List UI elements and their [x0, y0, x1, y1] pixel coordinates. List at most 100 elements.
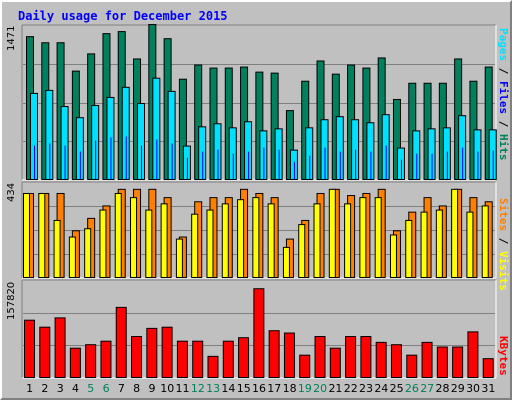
kbytes-bar [222, 340, 234, 379]
pages-bar [305, 127, 314, 180]
visits-bar [237, 199, 245, 278]
kbytes-legend: KBytes [497, 336, 510, 376]
visits-bar [389, 234, 397, 278]
kbytes-bar [375, 341, 387, 378]
day-label: 3 [57, 382, 64, 395]
kbytes-bar [253, 288, 265, 378]
day-label: 27 [420, 382, 434, 395]
visits-bar [420, 211, 428, 278]
kbytes-bar [268, 330, 280, 378]
kbytes-bar [238, 337, 250, 379]
visits-bar [374, 197, 382, 278]
kbytes-bar [192, 340, 204, 379]
visits-bar [130, 197, 138, 278]
visits-legend-part: Visits [497, 251, 510, 291]
kbytes-bar [452, 346, 464, 378]
day-label: 21 [328, 382, 342, 395]
visits-bar [282, 246, 290, 279]
day-label: 30 [466, 382, 480, 395]
day-label: 10 [160, 382, 174, 395]
day-label: 28 [435, 382, 449, 395]
visits-bar [175, 238, 183, 278]
visits-bar [481, 205, 489, 278]
visits-bar [298, 224, 306, 278]
day-label: 26 [405, 382, 419, 395]
hits-legend-part: / [497, 61, 510, 81]
day-label: 4 [72, 382, 79, 395]
kbytes-bar [146, 327, 158, 379]
visits-bar [451, 188, 459, 279]
kbytes-bar [345, 336, 357, 379]
pages-bar [121, 86, 130, 180]
hits-legend-part: / [497, 114, 510, 134]
day-label: 19 [298, 382, 312, 395]
kbytes-bar [131, 336, 143, 379]
kbytes-bar [24, 319, 35, 379]
visits-bar [252, 197, 260, 278]
visits-bar [221, 203, 229, 279]
kbytes-bar [467, 331, 479, 378]
pages-bar [366, 122, 375, 180]
kbytes-bar [360, 336, 372, 379]
day-label: 15 [237, 382, 251, 395]
visits-legend: Sites / Visits [497, 198, 510, 291]
visits-bar [84, 228, 92, 278]
pages-bar [167, 90, 176, 180]
hits-legend-part: Files [497, 81, 510, 115]
day-label: 9 [148, 382, 155, 395]
kbytes-bar [314, 336, 326, 379]
visits-bar [328, 188, 336, 279]
kbytes-bar [39, 326, 51, 378]
pages-bar [60, 106, 69, 180]
visits-ymax-label: 434 [6, 182, 17, 202]
pages-bar [45, 89, 54, 180]
visits-bar [191, 213, 199, 278]
kbytes-bar [54, 317, 66, 378]
day-label: 18 [283, 382, 297, 395]
day-label: 20 [313, 382, 327, 395]
visits-bar [344, 203, 352, 279]
kbytes-bar [390, 344, 402, 378]
day-label: 5 [87, 382, 94, 395]
visits-bar [267, 203, 275, 279]
kbytes-bar [421, 341, 433, 378]
chart-title: Daily usage for December 2015 [18, 9, 228, 23]
day-label: 12 [191, 382, 205, 395]
kbytes-bar [161, 326, 173, 378]
day-label: 13 [206, 382, 220, 395]
kbytes-bar [176, 340, 188, 379]
day-label: 11 [176, 382, 190, 395]
kbytes-bar [207, 355, 219, 378]
day-label: 7 [118, 382, 125, 395]
kbytes-bar [283, 332, 295, 379]
visits-bar [23, 192, 30, 278]
visits-bar [405, 219, 413, 279]
visits-bar [38, 192, 46, 278]
kbytes-bar [100, 340, 112, 379]
kbytes-bar [436, 346, 448, 378]
kbytes-legend-part: KBytes [497, 336, 510, 376]
hits-legend-part: Pages [497, 28, 510, 62]
visits-legend-part: / [497, 231, 510, 251]
kbytes-bar [482, 358, 494, 379]
kbytes-bar [115, 306, 127, 379]
pages-bar [75, 117, 84, 180]
pages-bar [335, 116, 344, 180]
day-label: 29 [451, 382, 465, 395]
visits-bar [99, 209, 107, 278]
visits-bar [359, 197, 367, 278]
visits-bar [435, 209, 443, 278]
kbytes-bar [299, 354, 311, 378]
day-label: 25 [390, 382, 404, 395]
day-label: 31 [481, 382, 495, 395]
hits-legend-part: Hits [497, 134, 510, 161]
day-label: 6 [103, 382, 110, 395]
visits-legend-part: Sites [497, 198, 510, 232]
pages-bar [152, 77, 161, 180]
day-label: 8 [133, 382, 140, 395]
visits-bar [53, 219, 61, 279]
hits-ymax-label: 1471 [6, 25, 17, 51]
kbytes-bar [85, 344, 97, 378]
